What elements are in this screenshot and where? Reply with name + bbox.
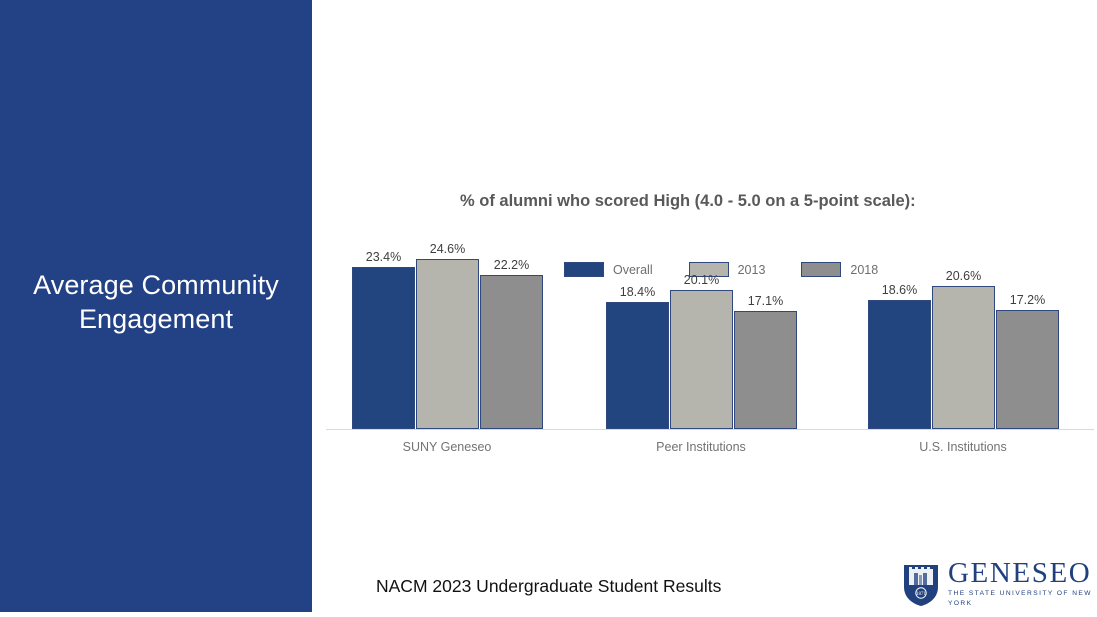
- bar-value-label: 17.1%: [747, 293, 784, 308]
- legend-swatch-icon: [801, 262, 842, 277]
- logo-tagline: THE STATE UNIVERSITY OF NEW YORK: [948, 590, 1092, 607]
- geneseo-logo: 1871 GENESEO THE STATE UNIVERSITY OF NEW…: [902, 558, 1097, 609]
- logo-text-block: GENESEO THE STATE UNIVERSITY OF NEW YORK: [948, 558, 1097, 609]
- shield-crest-icon: 1871: [904, 564, 938, 606]
- bar-value-label: 18.4%: [619, 284, 656, 299]
- bar[interactable]: [734, 310, 797, 429]
- bar-value-label: 17.2%: [1009, 292, 1046, 307]
- bar-chart-plot-area: 23.4% 24.6% 22.2% 18.4% 20.1% 17.1% 18.6% 20.6%…: [326, 242, 1094, 430]
- bar-value-label: 20.1%: [683, 272, 720, 287]
- legend-item-overall[interactable]: Overall: [564, 262, 653, 277]
- category-label: U.S. Institutions: [919, 440, 1007, 454]
- slide-title-panel: Average Community Engagement: [0, 0, 312, 612]
- footer-caption: NACM 2023 Undergraduate Student Results: [376, 576, 722, 596]
- legend-item-2013[interactable]: 2013: [688, 262, 766, 277]
- category-label: SUNY Geneseo: [402, 440, 492, 454]
- bar[interactable]: [416, 258, 479, 429]
- bar[interactable]: [932, 286, 995, 429]
- chart-title: % of alumni who scored High (4.0 - 5.0 o…: [460, 192, 916, 210]
- category-axis-labels: SUNY Geneseo Peer Institutions U.S. Instit…: [326, 440, 1094, 460]
- crest-year-text: 1871: [916, 592, 927, 597]
- bar-value-label: 23.4%: [365, 250, 402, 264]
- bar[interactable]: [996, 309, 1059, 429]
- legend-label: 2013: [737, 262, 766, 277]
- bar[interactable]: [606, 301, 669, 429]
- chart-legend: Overall 2013 2018: [564, 262, 878, 277]
- legend-item-2018[interactable]: 2018: [801, 262, 878, 277]
- bar[interactable]: [868, 300, 931, 429]
- bar-value-label: 18.6%: [881, 283, 918, 298]
- bar[interactable]: [352, 267, 415, 429]
- bar-value-label: 20.6%: [945, 269, 982, 284]
- legend-swatch-icon: [688, 262, 729, 277]
- logo-wordmark: GENESEO: [948, 557, 1092, 589]
- slide-content-area: % of alumni who scored High (4.0 - 5.0 o…: [312, 0, 1097, 617]
- bar[interactable]: [670, 289, 733, 429]
- legend-label: Overall: [613, 262, 653, 277]
- bar-value-label: 22.2%: [493, 258, 530, 273]
- bar[interactable]: [480, 275, 543, 429]
- bar-value-label: 24.6%: [429, 241, 466, 256]
- page-title: Average Community Engagement: [33, 270, 279, 334]
- category-label: Peer Institutions: [656, 440, 746, 454]
- legend-label: 2018: [850, 262, 879, 277]
- legend-swatch-icon: [564, 262, 604, 277]
- category-axis-line: [326, 429, 1094, 430]
